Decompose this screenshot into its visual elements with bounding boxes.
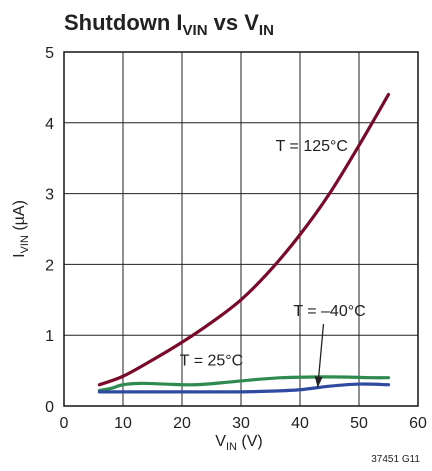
plot-frame <box>63 51 419 407</box>
y-tick-label: 2 <box>45 257 54 274</box>
y-tick-label: 5 <box>45 45 54 62</box>
y-tick-label: 0 <box>45 399 54 416</box>
series-line-t-25-c <box>97 375 391 393</box>
y-axis-label-unit: (µA) <box>11 200 28 235</box>
x-tick-label: 50 <box>350 415 368 432</box>
tick-labels: 0 10 20 30 40 50 60 0 1 2 3 4 5 <box>45 45 427 432</box>
x-axis-label-unit: (V) <box>237 433 263 450</box>
figure-id: 37451 G11 <box>371 454 420 465</box>
x-axis-label-sub: IN <box>226 441 237 453</box>
series-layer <box>97 92 391 394</box>
series-line-t-40-c <box>97 382 391 394</box>
x-tick-label: 60 <box>409 415 427 432</box>
x-axis-label: VIN (V) <box>215 433 262 453</box>
y-tick-label: 1 <box>45 328 54 345</box>
x-axis-label-main: V <box>215 433 226 450</box>
series-line-t-125-c <box>97 92 391 387</box>
x-tick-label: 40 <box>291 415 309 432</box>
x-tick-label: 0 <box>60 415 69 432</box>
y-tick-label: 3 <box>45 187 54 204</box>
y-axis-label-sub: VIN <box>19 235 31 253</box>
y-axis-label-main: I <box>11 253 28 257</box>
annotation-label: T = 25°C <box>180 353 243 370</box>
chart-title: Shutdown IVIN vs VIN <box>64 10 274 39</box>
annotation-label: T = –40°C <box>293 303 365 320</box>
y-tick-label: 4 <box>45 116 54 133</box>
chart-title-sub2: IN <box>259 22 274 39</box>
y-axis-label: IVIN (µA) <box>11 200 31 258</box>
annotations: T = 125°C T = 25°C T = –40°C <box>180 138 366 388</box>
x-tick-label: 30 <box>232 415 250 432</box>
x-tick-label: 10 <box>114 415 132 432</box>
annotation-arrowhead <box>314 376 323 388</box>
x-tick-label: 20 <box>173 415 191 432</box>
annotation-label: T = 125°C <box>276 138 348 155</box>
chart-title-main: Shutdown I <box>64 10 183 35</box>
chart-title-mid: vs V <box>208 10 260 35</box>
chart-title-sub1: VIN <box>183 22 208 39</box>
